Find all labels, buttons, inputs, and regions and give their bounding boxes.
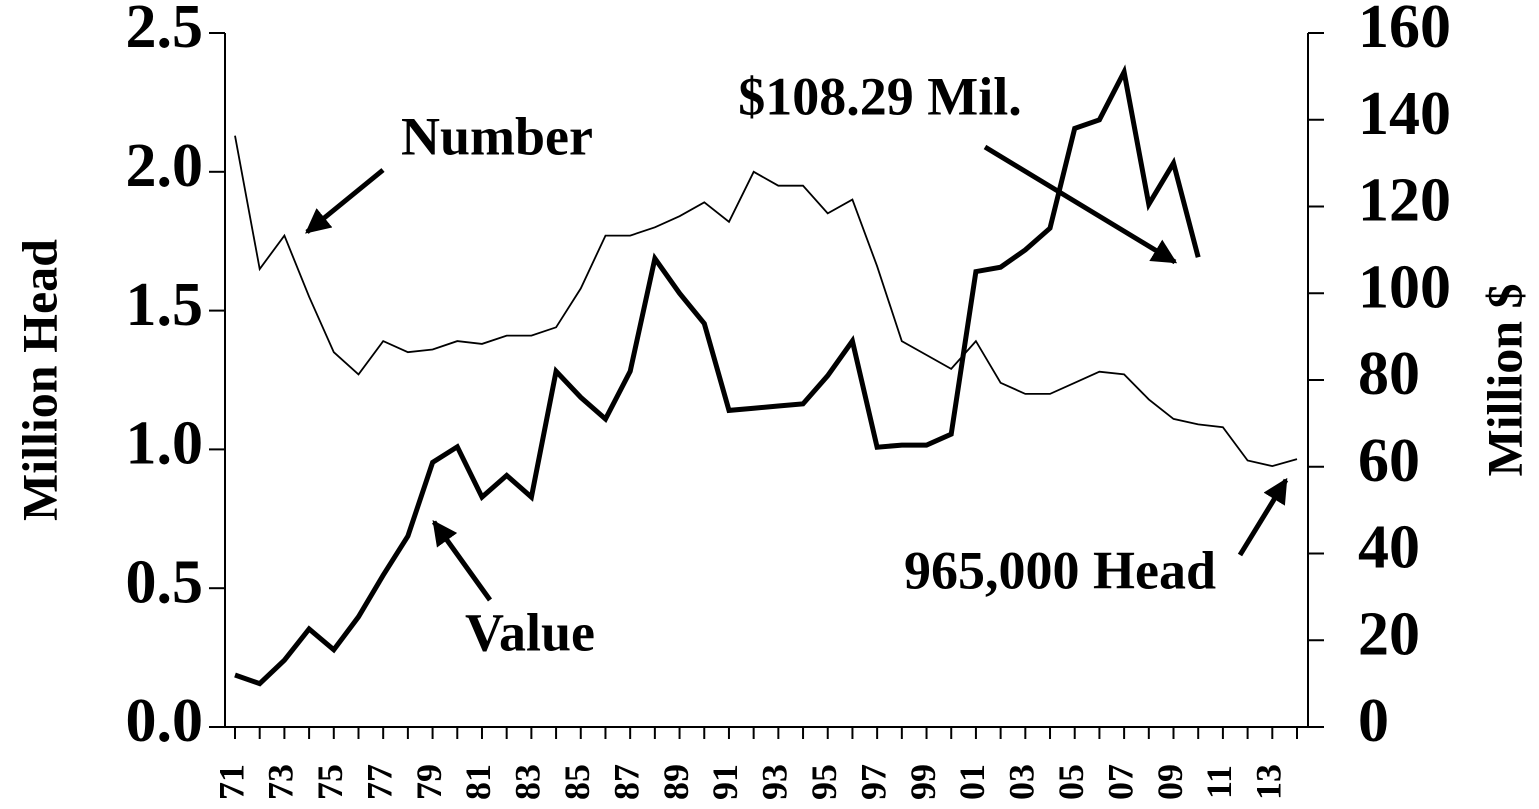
x-tick-label: 71: [211, 764, 251, 800]
x-tick-label: 73: [261, 764, 301, 800]
x-tick-label: 01: [952, 764, 992, 800]
arrow: [983, 144, 1178, 265]
arrow: [1237, 477, 1289, 557]
y-tick-label: 2.0: [126, 132, 204, 200]
y2-tick-label: 60: [1358, 427, 1420, 495]
x-tick-label: 93: [755, 764, 795, 800]
x-tick-label: 07: [1100, 764, 1140, 800]
x-tick-label: 79: [409, 764, 449, 800]
arrow: [431, 519, 493, 602]
y2-tick-label: 100: [1358, 253, 1451, 321]
x-tick-label: 13: [1249, 764, 1289, 800]
y2-tick-label: 80: [1358, 340, 1420, 408]
arrow: [305, 168, 385, 234]
y-tick-label: 0.5: [126, 548, 204, 616]
y2-tick-label: 140: [1358, 80, 1451, 148]
x-tick-label: 77: [359, 764, 399, 800]
y2-tick-label: 40: [1358, 514, 1420, 582]
y-tick-label: 0.0: [126, 687, 204, 755]
series-line: [234, 64, 1201, 687]
x-tick-label: 89: [656, 764, 696, 800]
x-tick-label: 05: [1051, 764, 1091, 800]
x-tick-label: 75: [310, 764, 350, 800]
y-tick-label: 1.0: [126, 410, 204, 478]
x-tick-label: 03: [1002, 764, 1042, 800]
x-tick-label: 87: [606, 764, 646, 800]
x-tick-label: 81: [458, 764, 498, 800]
arrows: [305, 144, 1289, 602]
y-tick-label: 2.5: [126, 0, 204, 61]
y2-axis-label: Million $: [1476, 283, 1532, 476]
x-tick-label: 85: [557, 764, 597, 800]
x-tick-label: 09: [1150, 764, 1190, 800]
x-tick-label: 99: [903, 764, 943, 800]
series-annotation: Number: [401, 106, 593, 166]
x-tick-label: 95: [804, 764, 844, 800]
y2-tick-label: 20: [1358, 600, 1420, 668]
y-tick-label: 1.5: [126, 271, 204, 339]
x-tick-label: 91: [705, 764, 745, 800]
y2-tick-label: 160: [1358, 0, 1451, 61]
series-line: [234, 135, 1298, 468]
annotation: $108.29 Mil.: [738, 66, 1021, 126]
y2-tick-label: 120: [1358, 167, 1451, 235]
y-axis-label: Million Head: [11, 239, 67, 521]
x-tick-label: 11: [1199, 765, 1239, 799]
annotation: 965,000 Head: [904, 540, 1216, 600]
y2-tick-label: 0: [1358, 687, 1389, 755]
x-tick-label: 83: [508, 764, 548, 800]
x-tick-label: 97: [853, 764, 893, 800]
series-annotation: Value: [465, 602, 595, 662]
